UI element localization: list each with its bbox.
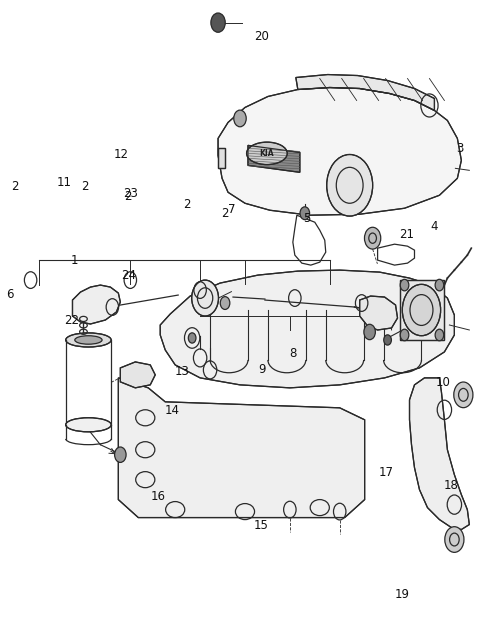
Text: 11: 11 (57, 176, 72, 190)
Text: 10: 10 (436, 376, 451, 389)
Circle shape (384, 335, 391, 345)
Circle shape (445, 527, 464, 552)
Text: 7: 7 (228, 203, 235, 216)
Circle shape (188, 333, 196, 343)
Text: 5: 5 (303, 212, 311, 225)
Text: 18: 18 (444, 479, 459, 493)
Polygon shape (72, 285, 120, 324)
Circle shape (115, 447, 126, 462)
Polygon shape (218, 149, 225, 168)
Text: 22: 22 (64, 314, 79, 327)
Ellipse shape (66, 333, 111, 347)
Polygon shape (218, 87, 461, 215)
Circle shape (364, 324, 375, 340)
Text: 4: 4 (430, 220, 438, 233)
Circle shape (402, 284, 441, 336)
Circle shape (400, 329, 409, 341)
Text: KIA: KIA (260, 149, 274, 158)
Polygon shape (409, 378, 469, 530)
Text: 2: 2 (221, 207, 228, 220)
Text: 24: 24 (121, 269, 136, 282)
Text: 9: 9 (258, 363, 265, 376)
Polygon shape (399, 280, 444, 340)
Circle shape (300, 207, 310, 220)
Polygon shape (248, 145, 300, 172)
Polygon shape (119, 378, 365, 518)
Text: 17: 17 (379, 466, 394, 480)
Circle shape (435, 279, 444, 291)
Text: 15: 15 (254, 519, 269, 532)
Text: 2: 2 (184, 197, 191, 211)
Text: 6: 6 (7, 288, 14, 301)
Polygon shape (160, 270, 455, 388)
Text: 2: 2 (124, 190, 131, 203)
Text: 2: 2 (81, 180, 88, 194)
Text: 20: 20 (254, 30, 269, 43)
Circle shape (364, 227, 381, 249)
Text: 13: 13 (174, 365, 189, 378)
Polygon shape (120, 362, 155, 388)
Text: 16: 16 (151, 489, 166, 503)
Circle shape (211, 13, 225, 32)
Ellipse shape (247, 142, 287, 165)
Polygon shape (296, 75, 434, 111)
Text: 14: 14 (165, 404, 180, 417)
Circle shape (192, 280, 218, 316)
Text: 1: 1 (71, 254, 79, 267)
Text: 23: 23 (123, 186, 138, 200)
Text: 12: 12 (114, 148, 129, 161)
Circle shape (400, 279, 409, 291)
Polygon shape (360, 296, 397, 330)
Circle shape (435, 329, 444, 341)
Text: 21: 21 (399, 228, 414, 241)
Ellipse shape (66, 418, 111, 432)
Text: 8: 8 (289, 347, 296, 360)
Circle shape (234, 110, 246, 127)
Text: 19: 19 (394, 588, 409, 601)
Circle shape (327, 154, 372, 216)
Circle shape (220, 296, 230, 309)
Text: 3: 3 (456, 141, 464, 155)
Text: 2: 2 (12, 180, 19, 194)
Circle shape (454, 382, 473, 408)
Ellipse shape (75, 336, 102, 344)
